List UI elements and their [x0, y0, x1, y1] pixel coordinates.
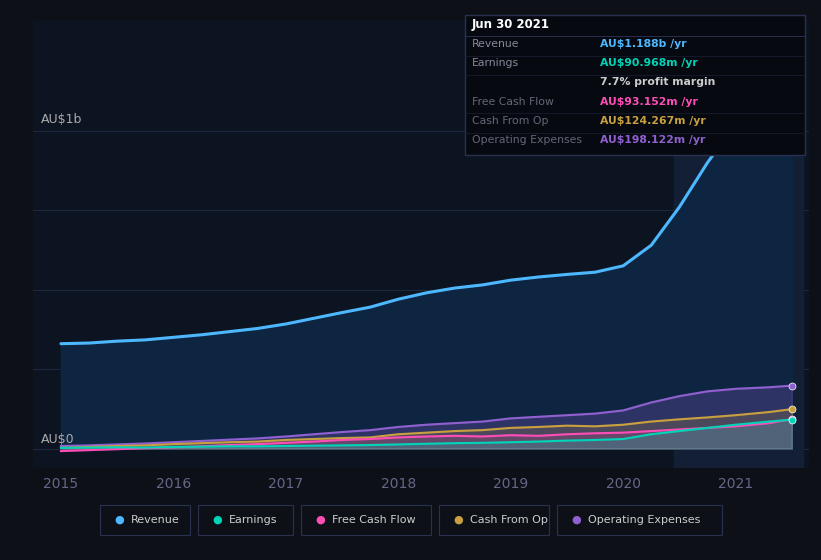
Text: 7.7% profit margin: 7.7% profit margin: [600, 77, 716, 87]
Text: Operating Expenses: Operating Expenses: [471, 135, 581, 145]
Text: Cash From Op: Cash From Op: [471, 116, 548, 125]
Text: Revenue: Revenue: [471, 39, 519, 49]
Text: ●: ●: [114, 515, 124, 525]
Bar: [674, 20, 803, 468]
Text: ●: ●: [315, 515, 325, 525]
Text: Cash From Op: Cash From Op: [470, 515, 548, 525]
Text: AU$1.188b /yr: AU$1.188b /yr: [600, 39, 687, 49]
Text: AU$90.968m /yr: AU$90.968m /yr: [600, 58, 698, 68]
Text: AU$0: AU$0: [41, 433, 75, 446]
Text: Free Cash Flow: Free Cash Flow: [332, 515, 415, 525]
Text: Revenue: Revenue: [131, 515, 180, 525]
Text: Operating Expenses: Operating Expenses: [588, 515, 700, 525]
Text: ●: ●: [571, 515, 581, 525]
Text: Jun 30 2021: Jun 30 2021: [471, 18, 549, 31]
Text: AU$1b: AU$1b: [41, 113, 82, 126]
Text: ●: ●: [453, 515, 463, 525]
Text: Earnings: Earnings: [229, 515, 277, 525]
Text: Free Cash Flow: Free Cash Flow: [471, 96, 553, 106]
Text: AU$198.122m /yr: AU$198.122m /yr: [600, 135, 706, 145]
Text: AU$93.152m /yr: AU$93.152m /yr: [600, 96, 699, 106]
Text: ●: ●: [213, 515, 222, 525]
Text: Earnings: Earnings: [471, 58, 519, 68]
Text: AU$124.267m /yr: AU$124.267m /yr: [600, 116, 706, 125]
